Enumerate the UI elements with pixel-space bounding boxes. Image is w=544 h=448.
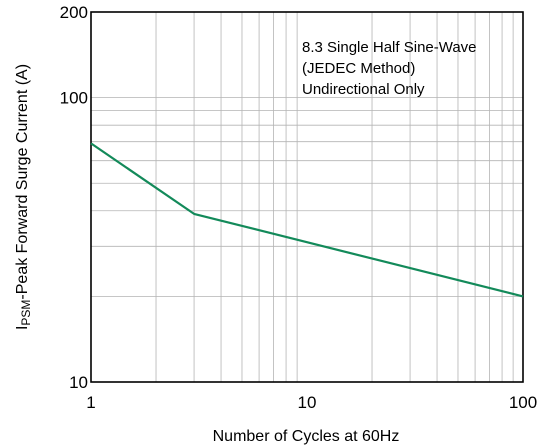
grid xyxy=(91,12,523,382)
y-axis-label-prefix: I xyxy=(14,326,31,330)
plot-frame xyxy=(90,11,524,383)
x-tick-label: 10 xyxy=(298,393,317,412)
y-axis-label: IPSM-Peak Forward Surge Current (A) xyxy=(14,64,33,330)
x-tick-label: 100 xyxy=(509,393,537,412)
annotation-line-1: 8.3 Single Half Sine-Wave xyxy=(302,39,477,56)
series-line xyxy=(90,142,524,298)
annotation: 8.3 Single Half Sine-Wave (JEDEC Method)… xyxy=(302,39,477,98)
x-tick-label: 1 xyxy=(86,393,95,412)
y-tick-label: 10 xyxy=(69,373,88,392)
series-layer xyxy=(90,142,524,298)
annotation-line-2: (JEDEC Method) xyxy=(302,60,415,77)
y-axis-label-rest: -Peak Forward Surge Current (A) xyxy=(14,64,31,300)
y-tick-label: 200 xyxy=(60,3,88,22)
y-axis-label-subscript: PSM xyxy=(19,300,33,326)
y-tick-labels: 10 100 200 xyxy=(60,3,88,392)
x-tick-labels: 1 10 100 xyxy=(86,393,537,412)
annotation-line-3: Undirectional Only xyxy=(302,81,425,98)
x-axis-label: Number of Cycles at 60Hz xyxy=(213,428,400,445)
y-tick-label: 100 xyxy=(60,89,88,108)
